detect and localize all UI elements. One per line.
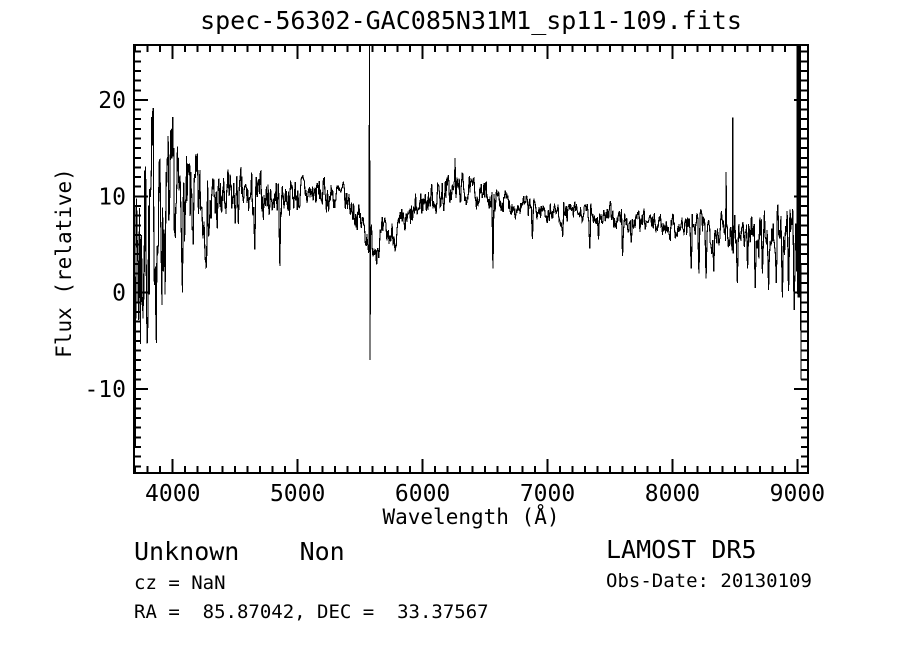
y-axis-label: Flux (relative) xyxy=(52,168,76,358)
x-tick-label: 5000 xyxy=(270,481,325,507)
x-tick-label: 6000 xyxy=(395,481,450,507)
x-tick-label: 7000 xyxy=(520,481,575,507)
y-tick-label: 0 xyxy=(112,281,126,307)
y-tick-label: 20 xyxy=(98,88,126,114)
plot-title: spec-56302-GAC085N31M1_sp11-109.fits xyxy=(200,6,742,35)
y-tick-label: 10 xyxy=(98,184,126,210)
redshift-label: cz = NaN xyxy=(134,572,226,594)
survey-label: LAMOST DR5 xyxy=(606,535,757,564)
x-tick-label: 8000 xyxy=(645,481,700,507)
obs-date-label: Obs-Date: 20130109 xyxy=(606,570,812,592)
x-tick-label: 9000 xyxy=(770,481,825,507)
plot-frame xyxy=(133,44,809,474)
x-axis-label: Wavelength (Å) xyxy=(382,505,560,529)
spectrum-line xyxy=(135,46,802,449)
x-tick-label: 4000 xyxy=(145,481,200,507)
coordinates-label: RA = 85.87042, DEC = 33.37567 xyxy=(134,601,489,623)
classification-label: Unknown Non xyxy=(134,537,345,566)
y-tick-label: -10 xyxy=(84,377,126,403)
